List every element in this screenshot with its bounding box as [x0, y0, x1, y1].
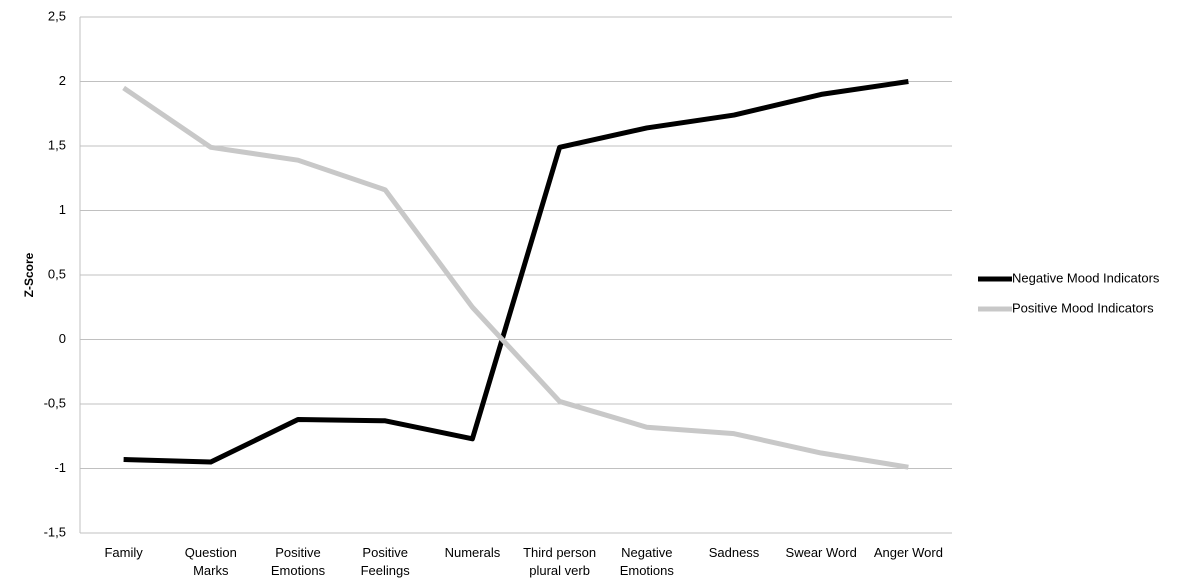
x-tick-label: Question Marks	[184, 545, 237, 578]
y-tick-label: 0	[59, 331, 66, 346]
y-tick-label: 0,5	[48, 266, 66, 281]
y-axis-title: Z-Score	[22, 252, 36, 297]
series-line	[123, 79, 909, 465]
legend-label: Negative Mood Indicators	[1012, 270, 1160, 285]
y-tick-label: 1,5	[48, 137, 66, 152]
x-tick-label: Sadness	[708, 545, 760, 560]
y-tick-label: 2,5	[48, 8, 66, 23]
x-tick-label: Swear Word	[785, 545, 857, 560]
x-tick-label: Numerals	[444, 545, 501, 560]
y-tick-label: -0,5	[44, 395, 66, 410]
y-tick-label: -1	[54, 460, 66, 475]
x-tick-label: Positive Emotions	[270, 545, 326, 578]
x-tick-label: Third person plural verb	[523, 545, 597, 578]
y-tick-label: -1,5	[44, 524, 66, 539]
y-tick-label: 2	[59, 73, 66, 88]
x-tick-label: Positive Feelings	[360, 545, 410, 578]
x-tick-label: Negative Emotions	[619, 545, 674, 578]
y-tick-label: 1	[59, 202, 66, 217]
series-line	[122, 85, 909, 470]
legend-label: Positive Mood Indicators	[1012, 300, 1154, 315]
x-tick-label: Family	[104, 545, 143, 560]
x-tick-label: Anger Word	[873, 545, 943, 560]
